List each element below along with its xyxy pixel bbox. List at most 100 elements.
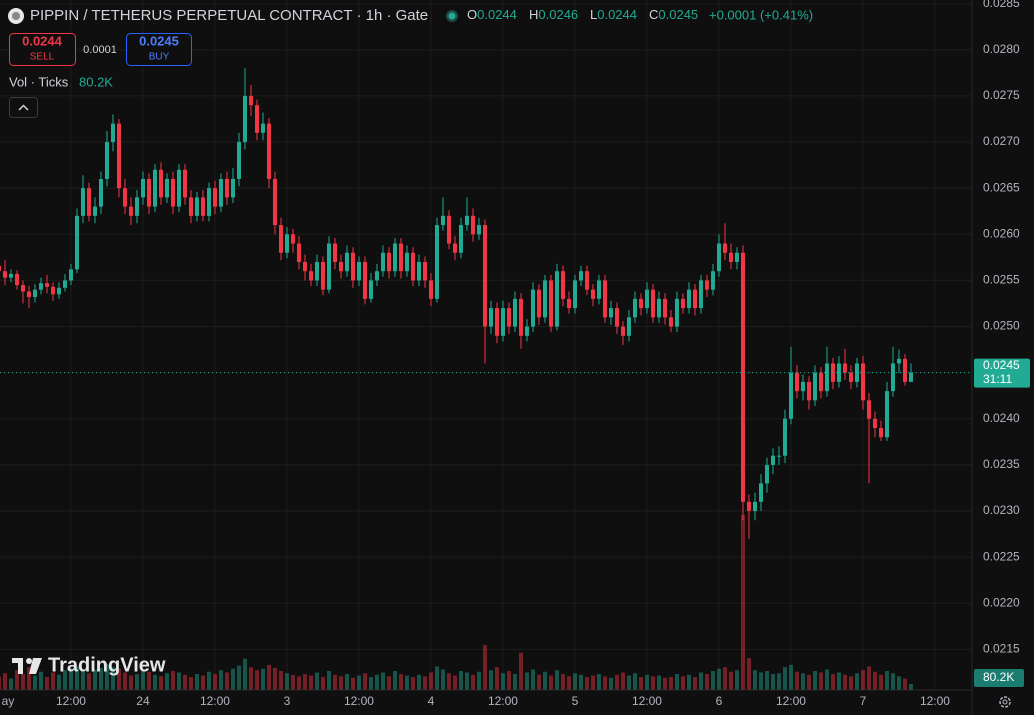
candle-body (464, 215, 469, 226)
volume-bar (734, 670, 739, 690)
candle-body (20, 285, 25, 292)
volume-bar (278, 670, 283, 690)
volume-bar (626, 675, 631, 690)
candle-body (26, 291, 31, 298)
candle-body (236, 142, 241, 179)
volume-bar (404, 675, 409, 690)
candle-body (776, 455, 781, 457)
candle-body (782, 418, 787, 456)
volume-bar (668, 677, 673, 690)
candle-body (254, 105, 259, 133)
sell-label[interactable]: SELL (30, 52, 55, 63)
settings-button[interactable] (999, 696, 1011, 708)
candle-body (884, 391, 889, 438)
candle-body (752, 501, 757, 512)
volume-bar (290, 674, 295, 690)
candle-body (656, 298, 661, 318)
candle-body (842, 363, 847, 373)
volume-bar (836, 672, 841, 690)
countdown-label: 31:11 (983, 372, 1012, 386)
volume-bar (794, 671, 799, 690)
x-tick-label: 12:00 (56, 694, 86, 708)
buy-box[interactable] (126, 33, 192, 66)
candle-body (542, 280, 547, 318)
candle-body (176, 169, 181, 207)
volume-bar (908, 683, 913, 690)
candle-body (386, 252, 391, 272)
volume-bar (380, 672, 385, 690)
volume-bar (248, 667, 253, 690)
volume-bar (320, 677, 325, 690)
candle-body (644, 289, 649, 309)
volume-bar (440, 669, 445, 690)
volume-bar (86, 673, 91, 690)
volume-bar (326, 670, 331, 690)
sell-button[interactable]: 0.0244 SELL (9, 33, 76, 66)
candle-body (242, 95, 247, 143)
candle-body (164, 178, 169, 198)
candle-body (428, 280, 433, 299)
candle-body (770, 455, 775, 465)
ohlc-change: +0.0001 (+0.41%) (709, 7, 813, 22)
volume-bar (710, 670, 715, 690)
candle-body (80, 188, 85, 216)
volume-bar (128, 675, 133, 690)
volume-bar (236, 665, 241, 690)
candle-body (104, 142, 109, 179)
last-volume-box (974, 669, 1024, 687)
volume-bar (728, 671, 733, 690)
candle-body (422, 261, 427, 281)
candle-body (344, 252, 349, 272)
candle-body (572, 280, 577, 309)
candle-body (62, 280, 67, 288)
ohlc-close: C0.0245 (649, 7, 698, 22)
volume-bar (464, 672, 469, 690)
volume-bar (152, 674, 157, 690)
status-dot (448, 12, 456, 20)
volume-bar (542, 671, 547, 690)
candle-body (734, 252, 739, 262)
volume-bar (284, 673, 289, 690)
candle-body (2, 271, 7, 278)
buy-label[interactable]: BUY (149, 52, 170, 63)
candle-body (860, 363, 865, 401)
x-tick-label: 12:00 (488, 694, 518, 708)
gear-outer[interactable] (999, 696, 1011, 708)
candle-body (890, 363, 895, 392)
candle-body (380, 252, 385, 272)
volume-bar (782, 667, 787, 690)
x-tick-label: 4 (428, 694, 435, 708)
candle-body (524, 326, 529, 336)
volume-bar (176, 672, 181, 690)
candle-body (518, 298, 523, 336)
volume-bar (758, 672, 763, 690)
buy-price[interactable]: 0.0245 (139, 33, 179, 48)
candle-body (554, 271, 559, 327)
y-tick-label: 0.0255 (983, 273, 1020, 287)
volume-bar (602, 676, 607, 690)
volume-bar (20, 674, 25, 690)
candle-body (224, 178, 229, 198)
candle-body (500, 308, 505, 336)
gear-inner[interactable] (1002, 699, 1008, 705)
y-tick-label: 0.0240 (983, 411, 1020, 425)
volume-bar (170, 670, 175, 690)
candle-body (536, 289, 541, 318)
volume-bar (752, 670, 757, 690)
volume-bar (596, 674, 601, 690)
candle-body (674, 298, 679, 327)
candle-body (668, 317, 673, 327)
collapse-chevron[interactable] (18, 104, 29, 111)
sell-price[interactable]: 0.0244 (22, 33, 63, 48)
x-tick-label: 12:00 (200, 694, 230, 708)
x-tick-label: 12:00 (632, 694, 662, 708)
sell-box[interactable] (9, 33, 76, 66)
collapse-box[interactable] (9, 97, 38, 118)
candle-body (812, 372, 817, 401)
buy-button[interactable]: 0.0245 BUY (126, 33, 192, 66)
candle-body (758, 483, 763, 502)
volume-bar (242, 658, 247, 690)
collapse-button[interactable] (9, 97, 38, 118)
candle-body (44, 283, 49, 287)
candle-body (908, 372, 913, 382)
